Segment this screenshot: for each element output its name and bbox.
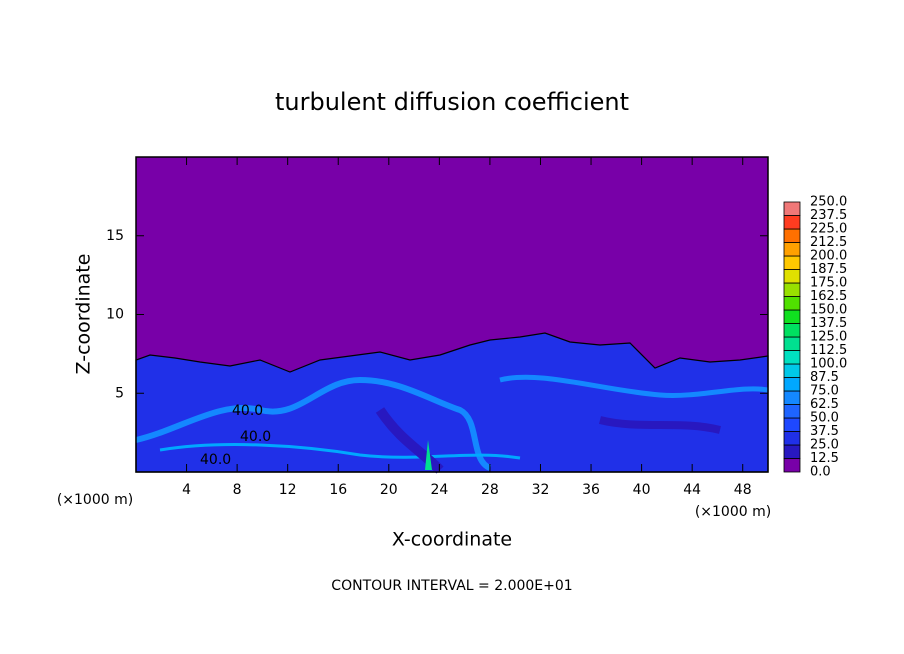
x-tick-label: 32 (532, 482, 550, 498)
colorbar-swatch (783, 404, 801, 419)
colorbar-label: 250.0 (810, 195, 847, 210)
colorbar-swatch (783, 201, 801, 216)
colorbar-label: 87.5 (810, 370, 839, 385)
colorbar-swatch (783, 255, 801, 270)
colorbar-swatch (783, 215, 801, 230)
colorbar-swatch (783, 458, 801, 473)
colorbar-label: 162.5 (810, 289, 847, 304)
contour-label: 40.0 (240, 429, 271, 445)
colorbar-swatch (783, 377, 801, 392)
field-streak (599, 416, 721, 434)
colorbar-swatch (783, 363, 801, 378)
x-tick-label: 40 (633, 482, 651, 498)
colorbar-label: 12.5 (810, 451, 839, 466)
colorbar-label: 175.0 (810, 276, 847, 291)
colorbar-label: 100.0 (810, 357, 847, 372)
colorbar-swatch (783, 390, 801, 405)
field-streak (425, 440, 432, 470)
y-tick-label: 10 (106, 307, 124, 323)
x-tick-label: 16 (329, 482, 347, 498)
x-unit: (×1000 m) (695, 504, 771, 520)
colorbar-label: 75.0 (810, 384, 839, 399)
colorbar-swatch (783, 323, 801, 338)
colorbar-swatch (783, 282, 801, 297)
colorbar-label: 0.0 (810, 465, 831, 480)
colorbar-label: 50.0 (810, 411, 839, 426)
colorbar-swatch (783, 417, 801, 432)
field (135, 156, 769, 474)
colorbar-swatch (783, 444, 801, 459)
contour-label: 40.0 (200, 452, 231, 468)
x-tick-label: 24 (430, 482, 448, 498)
colorbar-swatch (783, 296, 801, 311)
colorbar-swatch (783, 431, 801, 446)
colorbar-swatch (783, 309, 801, 324)
colorbar-swatch (783, 228, 801, 243)
x-tick-label: 44 (683, 482, 701, 498)
field-streak (135, 376, 492, 471)
colorbar-swatch (783, 350, 801, 365)
field-streak (375, 407, 444, 474)
colorbar-label: 25.0 (810, 438, 839, 453)
y-tick-label: 5 (115, 385, 124, 401)
chart-title: turbulent diffusion coefficient (275, 88, 629, 116)
x-tick-label: 28 (481, 482, 499, 498)
colorbar-label: 112.5 (810, 343, 847, 358)
colorbar-swatch (783, 269, 801, 284)
x-tick-label: 36 (582, 482, 600, 498)
y-axis-label: Z-coordinate (73, 254, 95, 375)
colorbar-label: 237.5 (810, 208, 847, 223)
colorbar-label: 150.0 (810, 303, 847, 318)
x-unit: (×1000 m) (57, 492, 133, 508)
field-streak (499, 374, 769, 398)
colorbar-label: 62.5 (810, 397, 839, 412)
colorbar-swatch (783, 242, 801, 257)
colorbar-label: 137.5 (810, 316, 847, 331)
colorbar-label: 225.0 (810, 222, 847, 237)
y-tick-label: 15 (106, 228, 124, 244)
contour-label: 40.0 (232, 403, 263, 419)
colorbar-swatch (783, 336, 801, 351)
colorbar-label: 200.0 (810, 249, 847, 264)
x-tick-label: 12 (279, 482, 297, 498)
colorbar-label: 37.5 (810, 424, 839, 439)
x-axis-label: X-coordinate (392, 529, 512, 551)
x-tick-label: 20 (380, 482, 398, 498)
footer: CONTOUR INTERVAL = 2.000E+01 (331, 578, 572, 594)
field-streak (159, 443, 521, 460)
colorbar-label: 125.0 (810, 330, 847, 345)
colorbar-label: 212.5 (810, 235, 847, 250)
x-tick-label: 8 (233, 482, 242, 498)
colorbar-label: 187.5 (810, 262, 847, 277)
turbulent-layer (135, 332, 769, 473)
x-tick-label: 48 (734, 482, 752, 498)
x-tick-label: 4 (182, 482, 191, 498)
